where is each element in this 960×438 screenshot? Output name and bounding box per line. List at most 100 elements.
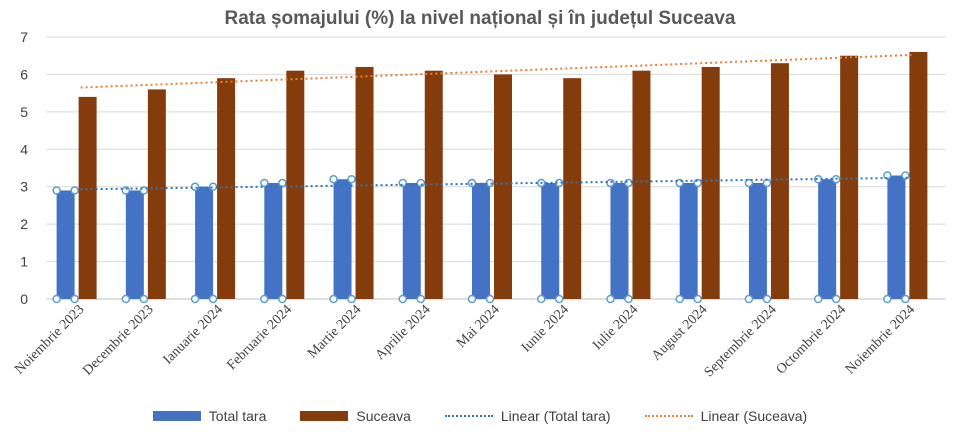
bar-total-tara[interactable] bbox=[333, 179, 352, 299]
bar-marker bbox=[485, 294, 495, 304]
bar-marker bbox=[139, 294, 149, 304]
bar-marker bbox=[121, 294, 131, 304]
y-tick-label: 6 bbox=[20, 66, 28, 82]
bar-marker bbox=[467, 294, 477, 304]
bar-marker bbox=[883, 294, 892, 304]
bar-marker bbox=[675, 294, 684, 304]
y-tick-label: 5 bbox=[20, 104, 28, 120]
trendline-total-tara bbox=[80, 176, 912, 191]
bar-marker bbox=[398, 178, 408, 188]
bar-marker bbox=[329, 294, 338, 304]
bar-suceava[interactable] bbox=[355, 66, 374, 299]
x-tick-label: Martie 2024 bbox=[305, 302, 364, 361]
bar-marker bbox=[416, 294, 426, 304]
legend-item-total-tara[interactable]: Total tara bbox=[152, 408, 267, 424]
x-tick-label: Noiembrie 2023 bbox=[12, 302, 87, 377]
bar-total-tara[interactable] bbox=[610, 182, 629, 299]
bar-marker bbox=[831, 294, 841, 304]
bar-total-tara[interactable] bbox=[264, 182, 283, 299]
bar-marker bbox=[693, 294, 702, 304]
bar-marker bbox=[901, 294, 910, 304]
bar-marker bbox=[347, 294, 356, 304]
bar-marker bbox=[329, 174, 338, 184]
bar-marker bbox=[554, 294, 564, 304]
y-tick-label: 0 bbox=[20, 291, 28, 307]
bar-suceava[interactable] bbox=[770, 63, 789, 300]
legend-swatch-linear-suceava bbox=[644, 415, 693, 417]
legend-label-suceava: Suceava bbox=[356, 408, 411, 424]
bar-marker bbox=[70, 186, 79, 195]
bar-marker bbox=[52, 294, 61, 304]
x-tick-label: Aprilie 2024 bbox=[373, 302, 434, 363]
legend: Total tara Suceava Linear (Total tara) L… bbox=[0, 408, 960, 424]
bar-marker bbox=[744, 178, 754, 188]
bar-total-tara[interactable] bbox=[56, 190, 75, 299]
bar-suceava[interactable] bbox=[840, 55, 859, 299]
bar-suceava[interactable] bbox=[217, 78, 236, 300]
bar-total-tara[interactable] bbox=[818, 179, 837, 299]
y-tick-label: 3 bbox=[20, 179, 28, 195]
bar-marker bbox=[536, 294, 546, 304]
bar-marker bbox=[190, 294, 200, 304]
legend-item-suceava[interactable]: Suceava bbox=[300, 408, 411, 424]
trendline-suceava bbox=[80, 53, 912, 89]
bar-marker bbox=[606, 178, 615, 188]
bar-suceava[interactable] bbox=[563, 78, 582, 300]
bar-suceava[interactable] bbox=[909, 51, 928, 299]
bar-marker bbox=[260, 178, 269, 188]
bar-marker bbox=[70, 294, 79, 304]
x-tick-label: Octombrie 2024 bbox=[774, 302, 849, 377]
legend-label-linear-total-tara: Linear (Total tara) bbox=[500, 408, 611, 424]
bar-marker bbox=[744, 294, 754, 304]
bar-marker bbox=[813, 294, 823, 304]
bar-suceava[interactable] bbox=[424, 70, 443, 299]
bar-suceava[interactable] bbox=[147, 89, 166, 300]
bar-marker bbox=[606, 294, 615, 304]
bar-marker bbox=[624, 178, 633, 188]
bar-marker bbox=[398, 294, 408, 304]
bar-total-tara[interactable] bbox=[748, 182, 767, 299]
bar-total-tara[interactable] bbox=[472, 182, 490, 299]
bar-marker bbox=[762, 294, 772, 304]
bar-total-tara[interactable] bbox=[402, 182, 421, 299]
chart-title: Rata șomajului (%) la nivel național și … bbox=[224, 8, 736, 29]
x-tick-label: August 2024 bbox=[649, 302, 710, 363]
bar-marker bbox=[693, 178, 702, 188]
bar-total-tara[interactable] bbox=[887, 175, 906, 299]
trendlines bbox=[80, 53, 912, 191]
x-tick-label: Iunie 2024 bbox=[519, 302, 572, 355]
y-tick-label: 4 bbox=[20, 141, 28, 157]
bar-total-tara[interactable] bbox=[195, 186, 214, 299]
y-tick-label: 7 bbox=[20, 29, 28, 45]
legend-item-linear-total-tara[interactable]: Linear (Total tara) bbox=[444, 408, 611, 424]
bar-marker bbox=[52, 186, 61, 195]
legend-label-linear-suceava: Linear (Suceava) bbox=[700, 408, 808, 424]
x-tick-label: Mai 2024 bbox=[454, 302, 503, 351]
bar-marker bbox=[278, 178, 287, 188]
legend-item-linear-suceava[interactable]: Linear (Suceava) bbox=[644, 408, 808, 424]
bar-suceava[interactable] bbox=[286, 70, 305, 299]
x-tick-label: Februarie 2024 bbox=[224, 302, 295, 373]
x-tick-label: Decembrie 2023 bbox=[80, 302, 156, 378]
legend-label-total-tara: Total tara bbox=[208, 408, 267, 424]
bar-suceava[interactable] bbox=[632, 70, 651, 299]
bar-marker bbox=[278, 294, 287, 304]
bar-total-tara[interactable] bbox=[679, 182, 698, 299]
bar-marker bbox=[260, 294, 269, 304]
x-tick-label: Septembrie 2024 bbox=[702, 302, 780, 380]
bar-suceava[interactable] bbox=[78, 96, 97, 299]
bar-suceava[interactable] bbox=[494, 74, 512, 299]
bar-marker bbox=[901, 171, 910, 180]
y-tick-label: 1 bbox=[20, 254, 28, 270]
bar-total-tara[interactable] bbox=[541, 182, 560, 299]
bar-total-tara[interactable] bbox=[125, 190, 144, 299]
bar-marker bbox=[208, 294, 218, 304]
x-tick-label: Ianuarie 2024 bbox=[161, 302, 226, 367]
x-tick-label: Iulie 2024 bbox=[590, 302, 641, 353]
legend-swatch-suceava bbox=[300, 411, 349, 421]
y-axis: 0 1 2 3 4 5 6 7 bbox=[20, 29, 28, 307]
bar-suceava[interactable] bbox=[701, 66, 720, 299]
legend-swatch-linear-total-tara bbox=[444, 415, 493, 417]
